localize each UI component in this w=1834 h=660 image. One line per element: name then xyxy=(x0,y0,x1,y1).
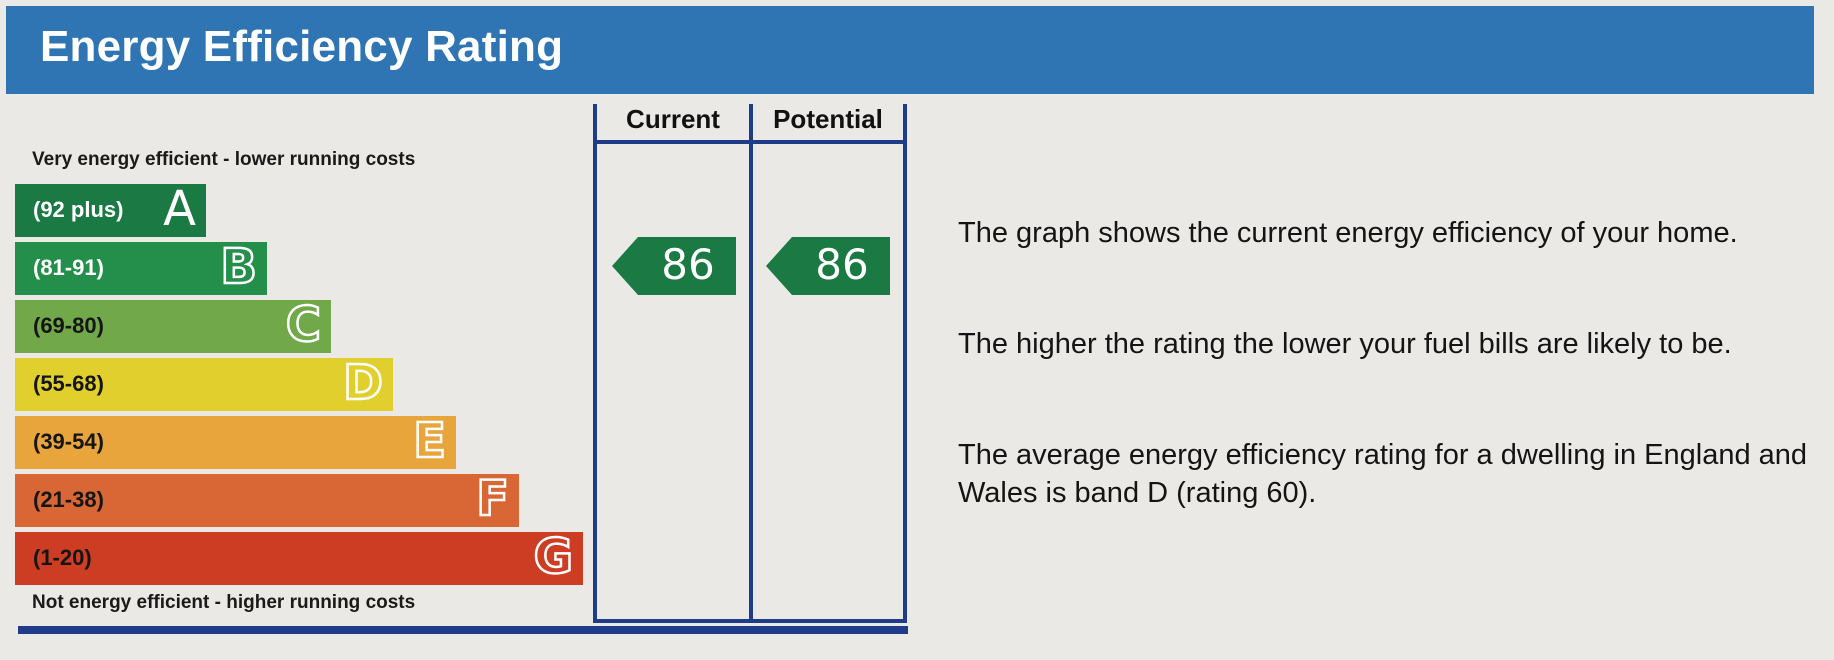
current-column xyxy=(593,140,753,623)
page-title: Energy Efficiency Rating xyxy=(40,22,564,71)
band-letter: C xyxy=(285,296,323,355)
current-column-header: Current xyxy=(626,104,720,134)
top-label: Very energy efficient - lower running co… xyxy=(32,149,416,170)
info-paragraph-3: The average energy efficiency rating for… xyxy=(958,439,1808,509)
info-paragraph-2: The higher the rating the lower your fue… xyxy=(958,328,1732,360)
band-letter: F xyxy=(475,470,510,529)
band-letter: B xyxy=(219,238,258,297)
band-g: (1-20) G xyxy=(15,528,583,587)
band-letter: A xyxy=(163,181,196,237)
band-letter: D xyxy=(342,354,384,413)
potential-column-header: Potential xyxy=(773,104,883,134)
band-range: (1-20) xyxy=(33,545,92,570)
potential-column xyxy=(749,140,907,623)
current-rating-arrow xyxy=(612,237,736,295)
bottom-label: Not energy efficient - higher running co… xyxy=(32,592,416,613)
band-range: (69-80) xyxy=(33,313,104,338)
band-d: (55-68) D xyxy=(15,354,393,413)
band-letter: G xyxy=(532,528,574,587)
potential-column-header-frame xyxy=(749,104,907,144)
current-rating-value: 86 xyxy=(661,240,715,289)
band-range: (21-38) xyxy=(33,487,104,512)
info-paragraph-1: The graph shows the current energy effic… xyxy=(958,217,1738,249)
potential-rating-value: 86 xyxy=(815,240,869,289)
band-letter: E xyxy=(412,412,447,471)
band-c: (69-80) C xyxy=(15,296,331,355)
band-range: (81-91) xyxy=(33,255,104,280)
band-a: (92 plus) A xyxy=(15,181,206,237)
title-bar: Energy Efficiency Rating xyxy=(6,6,1814,94)
band-range: (55-68) xyxy=(33,371,104,396)
band-b: (81-91) B xyxy=(15,238,267,297)
potential-rating-arrow xyxy=(766,237,890,295)
band-range: (92 plus) xyxy=(33,197,124,222)
band-e: (39-54) E xyxy=(15,412,456,471)
band-f: (21-38) F xyxy=(15,470,519,529)
bottom-rule xyxy=(18,626,908,634)
band-range: (39-54) xyxy=(33,429,104,454)
